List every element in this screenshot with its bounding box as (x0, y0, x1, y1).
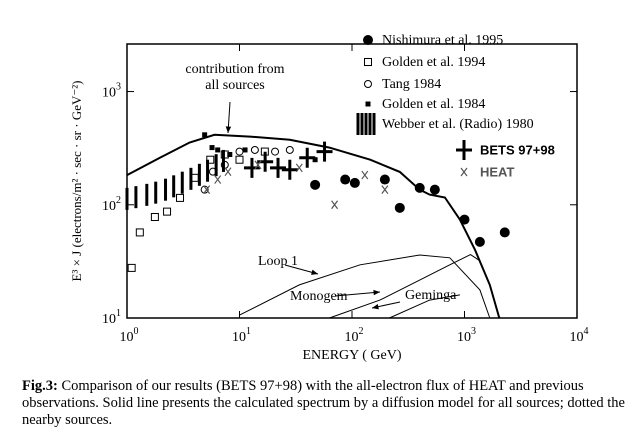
legend-swatch (364, 58, 372, 66)
point (135, 228, 144, 237)
point (316, 141, 333, 162)
point (163, 207, 172, 216)
point (150, 212, 159, 221)
legend-label: HEAT (480, 164, 514, 179)
point (250, 145, 259, 154)
caption: Fig.3: Comparison of our results (BETS 9… (22, 378, 628, 429)
tick-base: 10 (102, 312, 116, 327)
legend-swatch (364, 80, 372, 88)
curve-label: all sources (205, 78, 264, 93)
model-curve (239, 254, 491, 319)
point (340, 174, 351, 185)
model-curve (389, 294, 460, 319)
point (254, 160, 262, 170)
point (394, 202, 405, 213)
point (227, 151, 233, 157)
tick-base: 10 (232, 330, 246, 345)
point (243, 157, 260, 178)
tick-base: 10 (120, 330, 134, 345)
legend-label: BETS 97+98 (480, 142, 555, 157)
legend-swatch (363, 35, 373, 45)
point (312, 157, 318, 163)
point (203, 185, 211, 195)
tick-label: 101 (232, 326, 251, 345)
point (310, 179, 321, 190)
point (474, 236, 485, 247)
arrow-head (225, 126, 232, 133)
point (127, 263, 136, 272)
tick-label: 103 (102, 82, 121, 101)
point (242, 147, 248, 153)
point (499, 227, 510, 238)
tick-exponent: 0 (134, 326, 139, 337)
point (176, 193, 185, 202)
tick-base: 10 (345, 330, 359, 345)
point (349, 177, 360, 188)
arrow-head (311, 269, 318, 275)
annotation-arrow (334, 291, 381, 297)
arrow-head (373, 289, 380, 296)
tick-exponent: 1 (116, 308, 121, 319)
tick-label: 104 (570, 326, 589, 345)
x-axis-label: ENERGY ( GeV) (302, 348, 401, 363)
point (214, 175, 222, 184)
legend-swatch (365, 101, 371, 107)
point (270, 157, 287, 178)
y-axis-label: E³ × J (electrons/m² · sec · sr · GeV⁻²) (69, 81, 84, 282)
caption-text: Comparison of our results (BETS 97+98) w… (22, 378, 625, 428)
point (429, 184, 440, 195)
point (299, 147, 316, 168)
tick-label: 100 (120, 326, 139, 345)
point (381, 185, 389, 195)
tick-exponent: 2 (116, 195, 121, 206)
tick-label: 102 (102, 195, 121, 214)
model-curve (329, 254, 481, 319)
legend-label: Webber et al. (Radio) 1980 (382, 117, 534, 132)
tick-label: 103 (457, 326, 476, 345)
point (331, 200, 339, 210)
point (295, 163, 303, 173)
point (459, 214, 470, 225)
tick-exponent: 3 (471, 326, 476, 337)
model-curve (126, 133, 501, 319)
point (271, 147, 280, 156)
tick-base: 10 (102, 86, 116, 101)
tick-exponent: 2 (359, 326, 364, 337)
curve-label: Geminga (405, 288, 457, 303)
point (361, 170, 369, 180)
caption-label: Fig.3: (22, 378, 58, 394)
tick-exponent: 3 (116, 82, 121, 93)
point (224, 167, 232, 177)
tick-label: 102 (345, 326, 364, 345)
legend-swatch (456, 140, 472, 160)
tick-label: 101 (102, 308, 121, 327)
legend-swatch (460, 167, 468, 177)
arrow-head (372, 303, 379, 310)
legend-label: Golden et al. 1994 (382, 55, 485, 70)
legend-label: Golden et al. 1984 (382, 97, 485, 112)
point (379, 174, 390, 185)
curve-label: contribution from (185, 62, 284, 77)
chart: ENERGY ( GeV) E³ × J (electrons/m² · sec… (69, 33, 589, 363)
tick-base: 10 (457, 330, 471, 345)
point (285, 145, 294, 154)
legend-label: Nishimura et al. 1995 (382, 33, 503, 48)
point (235, 155, 244, 164)
point (202, 132, 208, 138)
tick-base: 10 (102, 199, 116, 214)
point (215, 147, 221, 153)
tick-base: 10 (570, 330, 584, 345)
point (414, 182, 425, 193)
point (209, 145, 215, 151)
legend-label: Tang 1984 (382, 77, 441, 92)
point (235, 147, 244, 156)
tick-exponent: 1 (246, 326, 251, 337)
point (281, 159, 298, 180)
curve-label: Monogem (290, 289, 348, 304)
tick-exponent: 4 (584, 326, 589, 337)
